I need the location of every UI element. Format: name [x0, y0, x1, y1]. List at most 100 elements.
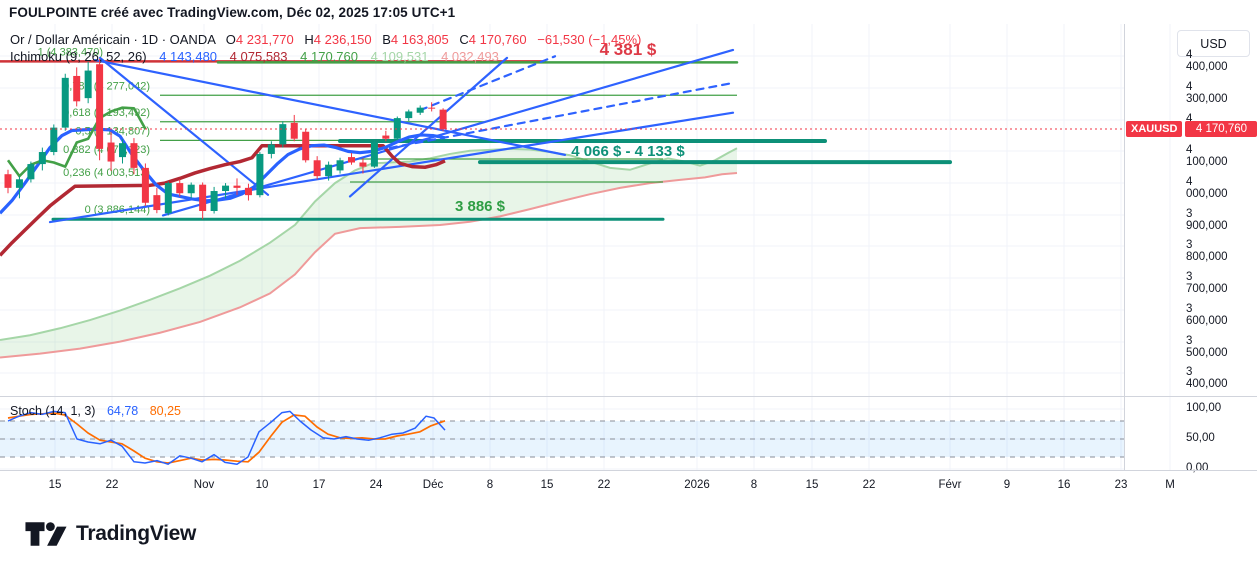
candle-body — [393, 118, 401, 139]
symbol-title[interactable]: Or / Dollar Américain — [10, 32, 130, 47]
price-annotation: 3 886 $ — [455, 198, 506, 215]
price-axis-border — [1124, 24, 1125, 470]
candle-body — [61, 77, 69, 128]
candle-body — [244, 187, 252, 196]
candle-body — [73, 75, 81, 102]
candle-body — [187, 184, 195, 194]
ichimoku-tenkan-value: 4 143,480 — [159, 49, 218, 64]
stochastic-k-value: 64,78 — [106, 404, 139, 418]
trendline[interactable] — [93, 59, 567, 156]
time-tick-label: Nov — [193, 479, 215, 491]
candle-body — [325, 164, 333, 177]
stoch-k-line — [7, 410, 446, 465]
ichimoku-chikou-value: 4 170,760 — [300, 49, 358, 64]
time-axis[interactable]: 15 22 Nov 10 17 24 Déc 8 15 22 2026 8 15 22 Févr 9 16 23 M — [0, 470, 1257, 501]
candle-body — [302, 131, 310, 161]
time-tick-label: 10 — [255, 479, 269, 491]
stochastic-d-value: 80,25 — [149, 404, 181, 418]
last-price-tag: XAUUSD 4 170,760 — [1126, 121, 1257, 137]
candle-body — [50, 127, 58, 153]
candle-body — [96, 64, 104, 149]
price-tick-label: 50,00 — [1186, 432, 1215, 444]
candle-body — [84, 70, 92, 99]
time-tick-label: 2026 — [684, 479, 710, 491]
ichimoku-cloud — [0, 148, 737, 358]
last-price-value: 4 170,760 — [1185, 121, 1257, 137]
close-label: C — [459, 32, 469, 47]
ichimoku-label[interactable]: Ichimoku (9, 26, 52, 26) — [10, 49, 147, 64]
price-tick-label: 4 400,000 — [1186, 49, 1228, 73]
senkou-b-line — [0, 171, 738, 359]
price-tick-label: 4 300,000 — [1186, 81, 1228, 105]
price-tick-label: 3 700,000 — [1186, 271, 1228, 295]
time-tick-label: Févr — [938, 479, 962, 491]
low-value: 4 163,805 — [390, 32, 449, 47]
symbol-legend-row[interactable]: Or / Dollar Américain · 1D · OANDA O4 23… — [10, 31, 641, 48]
close-value: 4 170,760 — [468, 32, 527, 47]
chart-legend: Or / Dollar Américain · 1D · OANDA O4 23… — [10, 31, 641, 65]
trendline[interactable] — [48, 111, 735, 224]
kijun-line — [0, 143, 446, 257]
time-tick-label: 24 — [369, 479, 383, 491]
price-tick-label: 3 400,000 — [1186, 366, 1228, 390]
candle-body — [15, 179, 23, 188]
fib-label: 1 (4 383,470) — [38, 47, 103, 59]
trendline[interactable] — [98, 56, 270, 196]
time-tick-label: 15 — [540, 479, 554, 491]
candle-body — [130, 143, 138, 168]
time-tick-label: 16 — [1057, 479, 1071, 491]
time-tick-label: 8 — [750, 479, 758, 491]
candle-body — [336, 160, 344, 171]
candle-body — [382, 135, 390, 139]
currency-label: USD — [1200, 36, 1227, 51]
trendline[interactable] — [418, 55, 557, 112]
currency-toggle-button[interactable]: USD — [1177, 30, 1250, 57]
symbol-meta[interactable]: · 1D · OANDA — [129, 32, 216, 47]
candle-body — [359, 162, 367, 167]
chart-canvas[interactable]: 1 (4 383,470)0,786 (4 277,042)0,618 (4 1… — [0, 0, 1257, 500]
ichimoku-legend-row[interactable]: Ichimoku (9, 26, 52, 26) 4 143,480 4 075… — [10, 48, 641, 65]
time-tick-label: 17 — [312, 479, 326, 491]
time-tick-label: 15 — [805, 479, 819, 491]
candle-body — [141, 167, 149, 203]
candle-body — [233, 185, 241, 188]
low-label: B — [382, 32, 391, 47]
candle-body — [119, 143, 126, 158]
price-tick-label: 3 500,000 — [1186, 335, 1228, 359]
trendline[interactable] — [348, 56, 509, 198]
time-tick-label: 9 — [1003, 479, 1011, 491]
candle-body — [416, 107, 424, 113]
stochastic-label[interactable]: Stoch (14, 1, 3) — [10, 404, 96, 418]
tradingview-logo[interactable]: TradingView — [24, 514, 196, 554]
price-annotation: 4 066 $ - 4 133 $ — [571, 143, 685, 160]
tradingview-logo-icon — [25, 522, 67, 546]
price-annotation: 4 381 $ — [600, 40, 657, 59]
high-label: H — [304, 32, 314, 47]
price-tick-label: 4 000,000 — [1186, 176, 1228, 200]
candle-body — [290, 122, 298, 139]
change-value: −61,530 (−1,45%) — [537, 32, 642, 47]
candle-body — [153, 195, 161, 211]
watermark-text: FOULPOINTE créé avec TradingView.com, Dé… — [9, 5, 456, 20]
time-tick-label: 22 — [597, 479, 611, 491]
fib-label: 0,236 (4 003,513) — [63, 167, 150, 179]
candle-body — [27, 164, 35, 180]
candle-body — [428, 107, 436, 109]
trendline[interactable] — [388, 81, 735, 150]
time-tick-label: Déc — [422, 479, 444, 491]
stoch-d-line — [7, 412, 446, 464]
candle-body — [164, 183, 172, 214]
candle-body — [107, 142, 115, 162]
stochastic-legend[interactable]: Stoch (14, 1, 3) 64,78 80,25 — [10, 404, 181, 418]
pane-separator[interactable] — [0, 396, 1257, 397]
time-tick-label: 23 — [1114, 479, 1128, 491]
candle-body — [313, 160, 321, 177]
ichimoku-senkou-a-value: 4 109,531 — [370, 49, 429, 64]
candle-body — [4, 174, 12, 188]
price-tick-label: 100,00 — [1186, 402, 1222, 414]
candle-body — [279, 124, 287, 145]
open-value: 4 231,770 — [235, 32, 294, 47]
tradingview-logo-text: TradingView — [76, 522, 197, 545]
price-tick-label: 0,00 — [1186, 462, 1209, 474]
